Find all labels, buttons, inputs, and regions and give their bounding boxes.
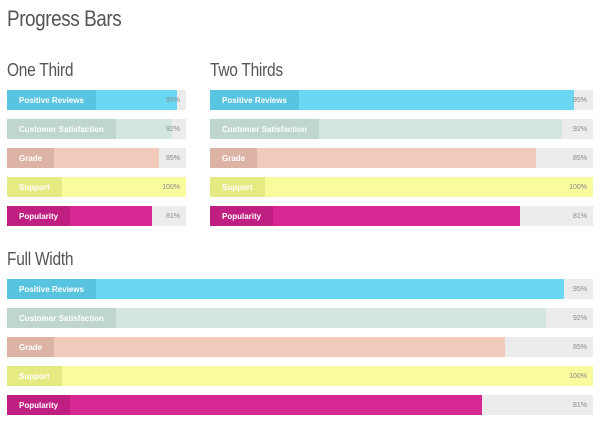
progress-bar-label: Positive Reviews [7,279,96,299]
progress-bar-label: Popularity [7,395,71,415]
progress-bar-percent: 92% [572,125,587,133]
progress-bar-fill [210,148,536,168]
section-title-full-width: Full Width [7,249,74,269]
progress-bar-fill [7,366,593,386]
progress-bar: Grade 85% [210,148,593,168]
section-title-one-third: One Third [7,60,74,80]
progress-bar-label: Customer Satisfaction [210,119,319,139]
progress-bar: Positive Reviews 95% [210,90,593,110]
progress-bar: Grade 85% [7,337,593,357]
progress-bar: Support 100% [210,177,593,197]
progress-bar-percent: 85% [165,154,180,162]
progress-bar-label: Grade [7,148,55,168]
progress-bar-fill [7,337,506,357]
progress-bar: Support 100% [7,177,186,197]
progress-bar: Positive Reviews 95% [7,90,186,110]
progress-bar: Popularity 81% [7,206,186,226]
progress-bar-percent: 85% [572,154,587,162]
progress-bar-percent: 100% [569,183,587,191]
progress-bar: Popularity 81% [7,395,593,415]
progress-bar: Positive Reviews 95% [7,279,593,299]
progress-bar: Customer Satisfaction 92% [7,308,593,328]
progress-bar-fill [210,206,521,226]
progress-bar-percent: 100% [162,183,180,191]
progress-bar-percent: 95% [572,96,587,104]
progress-bar: Customer Satisfaction 92% [210,119,593,139]
progress-bar-percent: 81% [165,212,180,220]
progress-bar-label: Grade [7,337,55,357]
page-title: Progress Bars [7,6,122,31]
progress-bar-label: Support [210,177,265,197]
progress-bar-fill [210,177,593,197]
progress-bar: Popularity 81% [210,206,593,226]
progress-group-one-third: Positive Reviews 95% Customer Satisfacti… [7,90,186,235]
progress-group-two-thirds: Positive Reviews 95% Customer Satisfacti… [210,90,593,235]
progress-bar-percent: 81% [572,212,587,220]
progress-bar-label: Popularity [210,206,274,226]
progress-bar: Customer Satisfaction 92% [7,119,186,139]
progress-bar-label: Support [7,177,62,197]
progress-group-full-width: Positive Reviews 95% Customer Satisfacti… [7,279,593,424]
progress-bar-percent: 95% [572,285,587,293]
progress-bar-percent: 92% [572,314,587,322]
progress-bar: Support 100% [7,366,593,386]
progress-bar-label: Positive Reviews [7,90,96,110]
progress-bar-fill [7,279,564,299]
progress-bar-fill [210,90,574,110]
progress-bar-percent: 100% [569,372,587,380]
progress-bar-percent: 85% [572,343,587,351]
progress-bar-label: Popularity [7,206,71,226]
progress-bar-percent: 81% [572,401,587,409]
progress-bar-percent: 92% [165,125,180,133]
progress-bar-label: Customer Satisfaction [7,308,116,328]
progress-bar-label: Support [7,366,62,386]
progress-bar-percent: 95% [165,96,180,104]
progress-bar-label: Customer Satisfaction [7,119,116,139]
progress-bar-label: Positive Reviews [210,90,299,110]
progress-bar-fill [7,395,482,415]
section-title-two-thirds: Two Thirds [210,60,283,80]
progress-bar-fill [7,308,547,328]
progress-bar: Grade 85% [7,148,186,168]
progress-bar-label: Grade [210,148,258,168]
